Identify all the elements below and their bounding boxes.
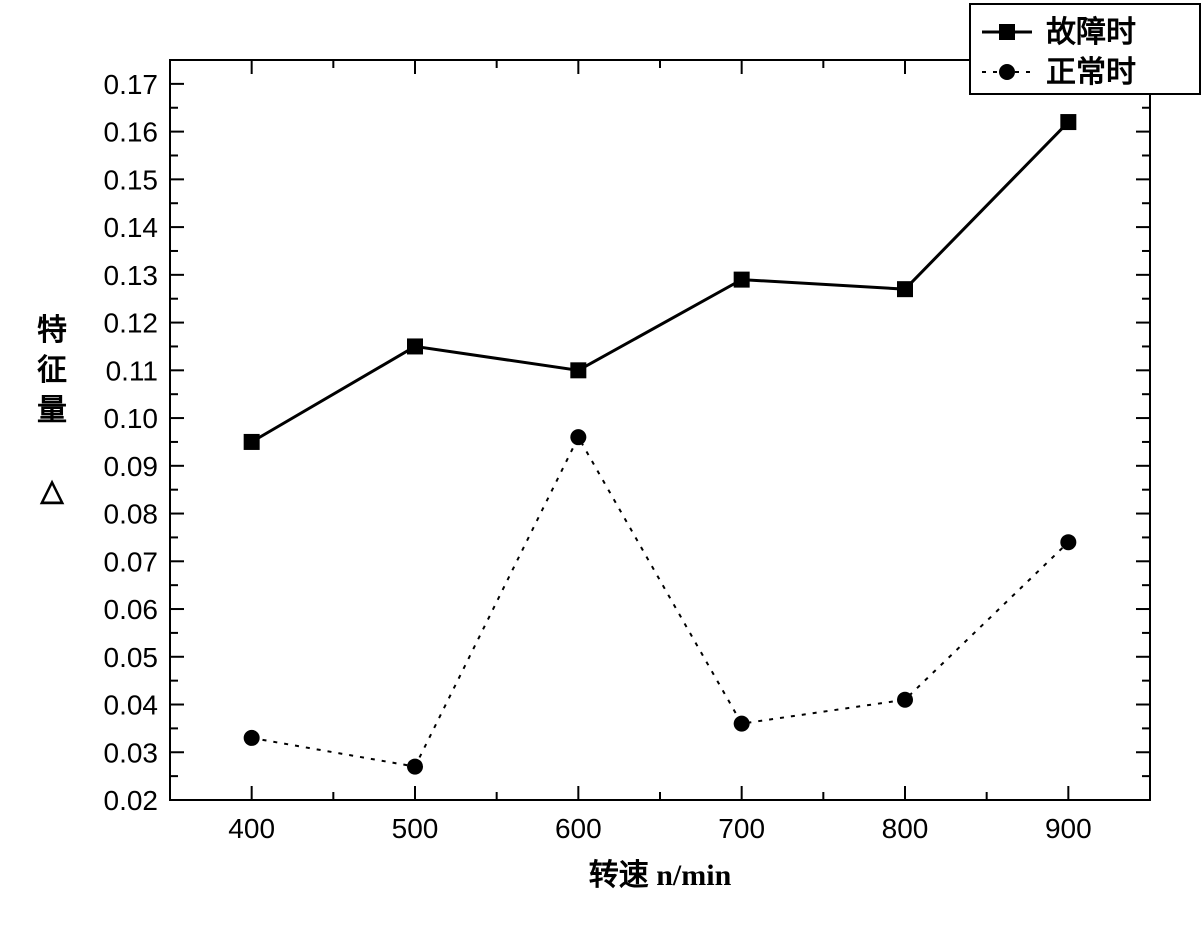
- series-marker-circle: [897, 692, 913, 708]
- x-tick-label: 800: [882, 813, 929, 844]
- chart-bg: [0, 0, 1204, 943]
- y-axis-title: 特征量 △: [37, 314, 67, 507]
- y-tick-label: 0.17: [104, 69, 159, 100]
- y-tick-label: 0.15: [104, 164, 159, 195]
- x-tick-label: 400: [228, 813, 275, 844]
- y-axis-title-char: 征: [37, 354, 67, 387]
- y-tick-label: 0.07: [104, 546, 159, 577]
- legend-marker-square: [999, 24, 1015, 40]
- series-marker-circle: [570, 429, 586, 445]
- x-tick-label: 500: [392, 813, 439, 844]
- chart-container: 400 500 600 700 800 900 0.02 0.03 0.04 0.05 0.06 0.…: [0, 0, 1204, 943]
- y-tick-label: 0.13: [104, 260, 159, 291]
- y-tick-label: 0.06: [104, 594, 159, 625]
- y-axis-title-char: 特: [37, 314, 67, 347]
- y-tick-label: 0.05: [104, 642, 159, 673]
- series-marker-circle: [244, 730, 260, 746]
- delta-icon: △: [39, 474, 64, 507]
- y-axis-title-char: 量: [37, 394, 67, 427]
- legend-marker-circle: [999, 64, 1015, 80]
- x-axis-title: 转速 n/min: [589, 859, 732, 892]
- legend-label: 故障时: [1046, 15, 1136, 49]
- series-marker-square: [1060, 114, 1076, 130]
- y-tick-label: 0.12: [104, 308, 159, 339]
- series-marker-square: [244, 434, 260, 450]
- y-tick-label: 0.14: [104, 212, 159, 243]
- series-marker-circle: [734, 716, 750, 732]
- series-marker-circle: [407, 759, 423, 775]
- y-tick-label: 0.09: [104, 451, 159, 482]
- line-chart: 400 500 600 700 800 900 0.02 0.03 0.04 0.05 0.06 0.…: [0, 0, 1204, 943]
- y-tick-label: 0.11: [106, 355, 158, 386]
- series-marker-square: [734, 272, 750, 288]
- y-tick-label: 0.03: [104, 737, 159, 768]
- series-marker-square: [570, 362, 586, 378]
- x-tick-label: 600: [555, 813, 602, 844]
- series-marker-square: [407, 338, 423, 354]
- series-marker-square: [897, 281, 913, 297]
- y-tick-label: 0.16: [104, 117, 159, 148]
- x-tick-label: 700: [718, 813, 765, 844]
- y-tick-label: 0.10: [104, 403, 159, 434]
- y-tick-label: 0.08: [104, 499, 159, 530]
- legend-label: 正常时: [1046, 56, 1136, 89]
- y-tick-label: 0.02: [104, 785, 159, 816]
- x-tick-label: 900: [1045, 813, 1092, 844]
- y-tick-label: 0.04: [104, 690, 159, 721]
- series-marker-circle: [1060, 534, 1076, 550]
